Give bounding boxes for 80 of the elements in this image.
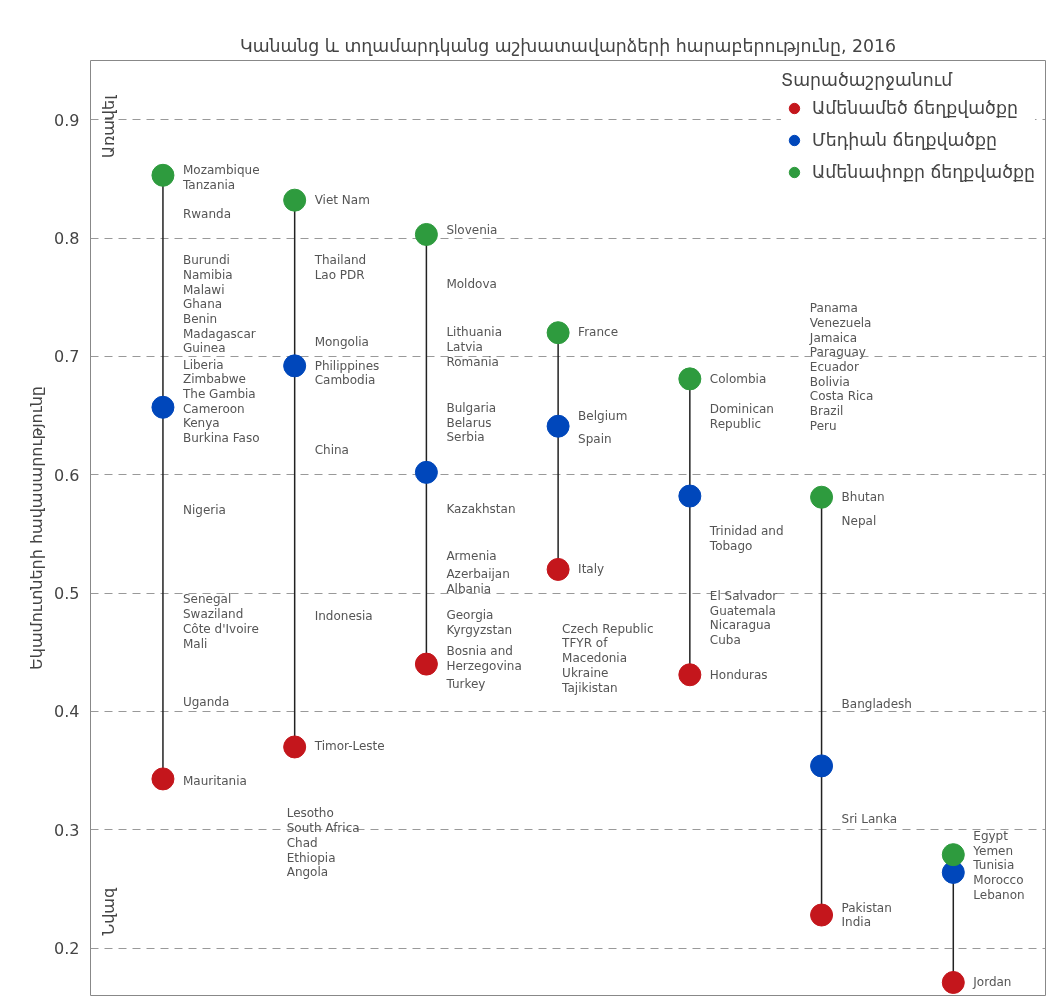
annotation: Liberia Zimbabwe The Gambia Cameroon Kenya Burkina Faso	[181, 357, 260, 446]
annotation: Burundi Namibia Malawi Ghana Benin Madagascar Guinea	[182, 253, 256, 356]
point	[414, 223, 438, 246]
annotation: Armenia	[446, 549, 497, 564]
annotation: Bosnia and Herzegovina	[446, 643, 522, 673]
y-tick-label: 0.7	[54, 347, 80, 367]
annotation: Azerbaijan Albania	[446, 566, 510, 596]
point	[283, 354, 307, 378]
annotation: Sri Lanka	[841, 812, 898, 827]
annotation: El Salvador Guatemala Nicaragua Cuba	[709, 588, 778, 647]
annotation: Trinidad and Tobago	[708, 524, 784, 553]
annotation: Turkey	[445, 677, 486, 692]
point	[283, 188, 307, 212]
annotation: Նվազ	[99, 887, 118, 936]
annotation: France	[578, 324, 619, 339]
annotation: Առավել	[99, 94, 118, 159]
y-tick-label: 0.6	[54, 465, 80, 485]
annotation: Bangladesh	[841, 697, 912, 712]
annotation: Egypt Yemen Tunisia Morocco Lebanon	[972, 828, 1025, 902]
point	[151, 767, 175, 791]
y-tick-label: 0.3	[54, 820, 80, 840]
point	[546, 557, 570, 581]
annotation: Mozambique Tanzania	[181, 163, 260, 193]
point	[810, 754, 834, 778]
point	[414, 652, 438, 676]
point	[151, 395, 175, 419]
annotation: Senegal Swaziland Côte d'Ivoire Mali	[182, 592, 259, 651]
annotation: Uganda	[182, 694, 230, 709]
annotation: Lithuania Latvia Romania	[446, 325, 502, 369]
text: Panama Venezuela Jamaica Paraguay Ecuador Bolivia Costa Rica Brazil Peru	[809, 301, 874, 433]
y-tick-label: 0.9	[54, 110, 80, 130]
annotation: Pakistan India	[841, 900, 892, 930]
point	[941, 843, 965, 867]
annotation: Nigeria	[182, 503, 226, 518]
annotation: Mongolia	[314, 335, 369, 350]
annotation: Philippines Cambodia	[314, 358, 380, 388]
annotation: Kazakhstan	[446, 502, 516, 517]
annotation: Nepal	[841, 513, 877, 528]
annotation: Bulgaria Belarus Serbia	[446, 400, 497, 445]
point	[546, 414, 570, 438]
legend-label: Մեդիան ճեղքվածքը	[811, 130, 998, 150]
annotation: Thailand Lao PDR	[313, 253, 367, 282]
annotation: Indonesia	[314, 608, 373, 623]
point	[941, 971, 965, 994]
y-tick-label: 0.2	[54, 939, 80, 959]
annotation: Jordan	[972, 975, 1012, 990]
point	[151, 163, 175, 187]
annotation: Rwanda	[182, 207, 232, 222]
annotation: Dominican Republic	[709, 402, 774, 432]
point	[678, 484, 702, 508]
y-axis-title: Եկամուտների հավասարությունը	[27, 386, 47, 670]
annotation: Moldova	[446, 277, 497, 292]
legend-label: Ամենամեծ ճեղքվածքը	[811, 98, 1018, 118]
annotation: Viet Nam	[314, 193, 370, 208]
y-tick-label: 0.4	[54, 702, 80, 722]
annotation: China	[314, 442, 349, 457]
annotation: Lesotho South Africa Chad Ethiopia Angola	[286, 806, 360, 880]
annotation: Spain	[578, 432, 612, 447]
annotation: Timor-Leste	[313, 738, 385, 753]
point	[546, 321, 570, 345]
legend-title: Տարածաշրջանում	[780, 70, 954, 90]
annotation: Honduras	[709, 667, 768, 682]
point	[678, 367, 702, 391]
point	[810, 903, 834, 927]
annotation: Slovenia	[446, 222, 498, 237]
legend-label: Ամենափոքր ճեղքվածքը	[811, 162, 1035, 182]
chart-title: Կանանց և տղամարդկանց աշխատավարձերի հարաբերությունը, 2016	[239, 35, 897, 56]
annotation: Mauritania	[182, 774, 247, 789]
annotation: Colombia	[709, 371, 767, 386]
point	[678, 663, 702, 687]
point	[283, 735, 307, 759]
y-tick-label: 0.5	[54, 584, 80, 604]
y-tick-label: 0.8	[54, 229, 80, 249]
point	[414, 460, 438, 484]
annotation: Bhutan	[841, 490, 885, 505]
annotation: Czech Republic TFYR of Macedonia Ukraine Tajikistan	[561, 621, 654, 695]
point	[810, 485, 834, 509]
annotation: Georgia Kyrgyzstan	[446, 608, 513, 638]
annotation: Italy	[578, 562, 605, 577]
annotation: Belgium	[578, 408, 628, 423]
